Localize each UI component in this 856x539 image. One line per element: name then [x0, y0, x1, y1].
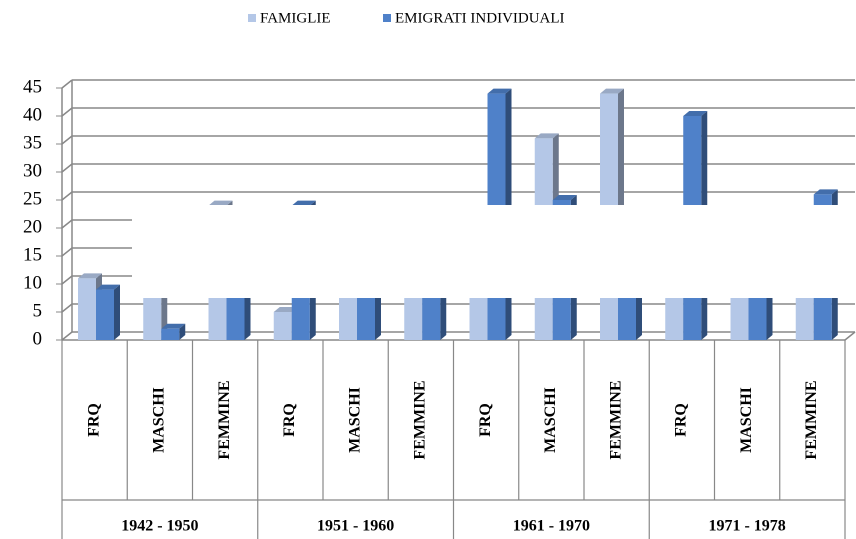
bar-top — [534, 133, 559, 139]
legend-label: FAMIGLIE — [260, 10, 331, 26]
bar-side — [114, 284, 120, 340]
group-label: 1942 - 1950 — [121, 518, 198, 535]
bar-top — [683, 111, 708, 116]
bar-top — [487, 88, 512, 94]
x-tick-label: MASCHI — [346, 387, 363, 453]
x-tick-label: MASCHI — [542, 387, 559, 453]
grid-line-side — [61, 135, 73, 145]
bar-side — [179, 323, 186, 340]
y-tick-label: 0 — [33, 328, 43, 349]
bar-top — [813, 189, 838, 195]
bar-top — [161, 323, 186, 329]
x-tick-label: FEMMINE — [607, 380, 624, 459]
grid-line-side — [61, 331, 73, 341]
y-tick-label: 25 — [23, 188, 42, 209]
grid-line-side — [61, 191, 73, 201]
y-tick-label: 30 — [23, 160, 42, 181]
y-tick-label: 10 — [23, 272, 42, 293]
y-tick-label: 15 — [23, 244, 42, 265]
y-tick-label: 40 — [23, 104, 42, 125]
group-label: 1971 - 1978 — [708, 518, 785, 535]
x-tick-label: FRQ — [673, 403, 690, 437]
bar-top — [291, 200, 316, 206]
x-tick-label: FRQ — [477, 403, 494, 437]
floor-side — [844, 331, 856, 341]
x-tick-label: FRQ — [281, 403, 298, 437]
overlay — [132, 205, 856, 298]
x-tick-label: FRQ — [85, 403, 102, 437]
x-tick-label: FEMMINE — [412, 380, 429, 459]
grid-line-side — [61, 247, 73, 257]
bar-front — [96, 289, 114, 340]
bar — [96, 284, 120, 340]
group-label: 1951 - 1960 — [317, 518, 394, 535]
legend-swatch — [248, 14, 256, 22]
y-tick-label: 5 — [33, 300, 43, 321]
grid-line-side — [61, 219, 73, 229]
bar-front — [161, 328, 180, 340]
bar-front — [339, 295, 357, 340]
y-tick-label: 35 — [23, 132, 42, 153]
x-tick-label: MASCHI — [738, 387, 755, 453]
bar-front — [78, 278, 96, 340]
bar — [161, 323, 186, 340]
x-tick-label: FEMMINE — [803, 380, 820, 459]
grid-line-side — [61, 275, 73, 285]
x-tick-label: FEMMINE — [216, 380, 233, 459]
group-label: 1961 - 1970 — [513, 518, 590, 535]
grid-line-side — [61, 79, 73, 89]
bar-top — [600, 88, 624, 94]
bar-front — [273, 312, 292, 340]
bar-top — [552, 195, 577, 200]
grid-line-side — [61, 107, 73, 117]
bar-top — [96, 284, 120, 290]
grid-line-side — [61, 163, 73, 173]
grid-line-side — [61, 303, 73, 313]
legend-swatch — [383, 14, 391, 22]
legend-label: EMIGRATI INDIVIDUALI — [395, 10, 565, 26]
x-tick-label: MASCHI — [151, 387, 168, 453]
y-tick-label: 45 — [23, 76, 42, 97]
bar-top — [208, 200, 233, 206]
y-tick-label: 20 — [23, 216, 42, 237]
bar-top — [78, 273, 102, 279]
